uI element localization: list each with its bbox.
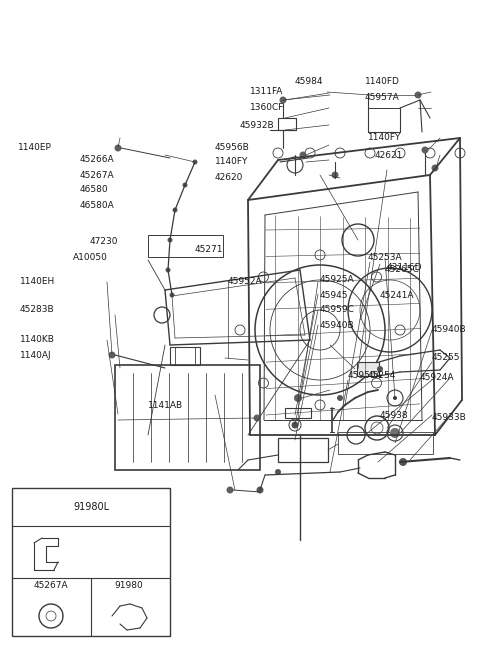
Text: 45956B: 45956B bbox=[215, 143, 250, 153]
Text: 45959C: 45959C bbox=[320, 305, 355, 314]
Text: 45925A: 45925A bbox=[320, 276, 355, 284]
Circle shape bbox=[415, 92, 421, 98]
Text: 45957A: 45957A bbox=[365, 94, 400, 102]
Text: 45265C: 45265C bbox=[385, 265, 420, 274]
Circle shape bbox=[108, 352, 116, 358]
Circle shape bbox=[393, 396, 397, 400]
Circle shape bbox=[432, 164, 439, 172]
Text: 45267A: 45267A bbox=[80, 170, 115, 179]
Circle shape bbox=[182, 183, 188, 187]
Bar bbox=[12, 488, 170, 636]
Circle shape bbox=[399, 458, 407, 466]
Circle shape bbox=[172, 208, 178, 212]
Circle shape bbox=[168, 238, 172, 242]
Circle shape bbox=[256, 487, 264, 493]
Text: 43116D: 43116D bbox=[387, 263, 422, 272]
Text: 45940B: 45940B bbox=[432, 326, 467, 335]
Text: 45952A: 45952A bbox=[228, 278, 263, 286]
Text: 1140EP: 1140EP bbox=[18, 143, 52, 153]
Circle shape bbox=[291, 422, 299, 428]
Text: 45984: 45984 bbox=[295, 77, 324, 86]
Bar bbox=[148, 235, 223, 257]
Text: 45945: 45945 bbox=[320, 291, 348, 299]
Text: 1140AJ: 1140AJ bbox=[20, 352, 52, 360]
Text: 45933B: 45933B bbox=[432, 413, 467, 422]
Circle shape bbox=[166, 267, 170, 272]
Text: 45940B: 45940B bbox=[320, 320, 355, 329]
Text: 46580: 46580 bbox=[80, 185, 108, 195]
Circle shape bbox=[390, 428, 400, 438]
Circle shape bbox=[421, 147, 429, 153]
Circle shape bbox=[275, 469, 281, 475]
Text: 91980: 91980 bbox=[115, 580, 144, 590]
Circle shape bbox=[294, 394, 302, 402]
Bar bbox=[278, 438, 328, 462]
Text: 1140FY: 1140FY bbox=[368, 134, 401, 143]
Text: 1140FY: 1140FY bbox=[215, 157, 248, 166]
Text: 45932B: 45932B bbox=[240, 121, 275, 130]
Circle shape bbox=[253, 415, 261, 422]
Text: 45241A: 45241A bbox=[380, 291, 415, 299]
Circle shape bbox=[115, 145, 121, 151]
Circle shape bbox=[332, 172, 338, 179]
Text: 1140FD: 1140FD bbox=[365, 77, 400, 86]
Bar bbox=[357, 362, 379, 376]
Bar bbox=[170, 347, 200, 365]
Text: 91980L: 91980L bbox=[73, 502, 109, 512]
Text: 45267A: 45267A bbox=[34, 580, 68, 590]
Text: 45271: 45271 bbox=[195, 246, 224, 255]
Circle shape bbox=[192, 160, 197, 164]
Circle shape bbox=[300, 151, 307, 159]
Circle shape bbox=[169, 293, 175, 297]
Circle shape bbox=[337, 395, 343, 401]
Circle shape bbox=[279, 96, 287, 103]
Text: 45283B: 45283B bbox=[20, 305, 55, 314]
Circle shape bbox=[227, 487, 233, 493]
Text: 47230: 47230 bbox=[90, 238, 119, 246]
Text: 45950A: 45950A bbox=[348, 371, 383, 379]
Text: 1140EH: 1140EH bbox=[20, 278, 55, 286]
Text: 42620: 42620 bbox=[215, 174, 243, 183]
Bar bbox=[278, 118, 296, 130]
Circle shape bbox=[377, 366, 383, 372]
Text: 1140KB: 1140KB bbox=[20, 335, 55, 345]
Text: 45924A: 45924A bbox=[420, 373, 455, 383]
Bar bbox=[338, 432, 433, 454]
Text: 42621: 42621 bbox=[375, 151, 403, 160]
Text: A10050: A10050 bbox=[73, 253, 108, 263]
Text: 45266A: 45266A bbox=[80, 155, 115, 164]
Text: 1141AB: 1141AB bbox=[148, 400, 183, 409]
Text: 45938: 45938 bbox=[380, 411, 408, 419]
Text: 45253A: 45253A bbox=[368, 253, 403, 263]
Bar bbox=[115, 365, 260, 470]
Text: 45255: 45255 bbox=[432, 354, 460, 362]
Text: 46580A: 46580A bbox=[80, 200, 115, 210]
Text: 1360CF: 1360CF bbox=[250, 103, 284, 113]
Bar bbox=[285, 408, 311, 418]
Text: 1311FA: 1311FA bbox=[250, 88, 283, 96]
Text: 45254: 45254 bbox=[368, 371, 396, 379]
